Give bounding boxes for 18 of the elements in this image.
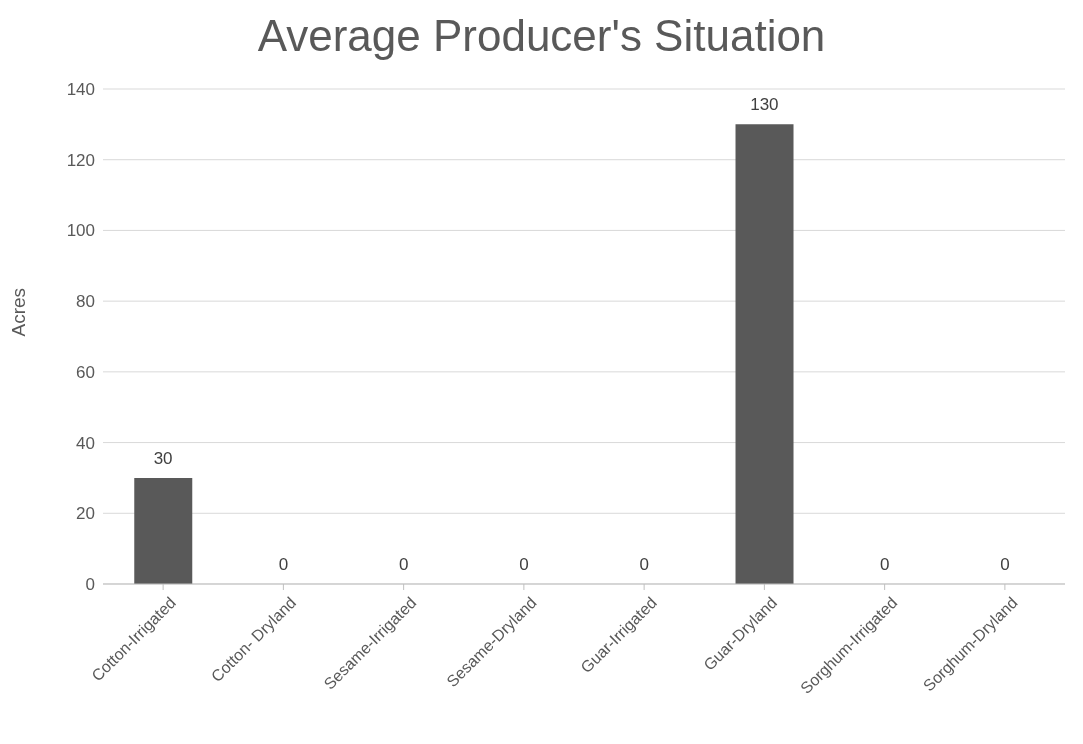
y-tick-label: 120 [66,150,95,170]
y-tick-label: 100 [66,221,95,241]
data-label: 0 [519,555,529,574]
y-tick-label: 20 [76,504,95,524]
data-label: 30 [153,448,173,468]
chart-title: Average Producer's Situation [256,10,827,62]
data-label: 0 [879,555,890,574]
y-tick-label: 40 [76,433,95,453]
data-label: 130 [750,95,779,115]
data-label: 0 [278,555,289,574]
y-tick-label: 60 [76,362,95,382]
data-label: 0 [1000,555,1010,574]
y-tick-label: 80 [76,292,95,312]
y-tick-label: 140 [66,80,95,100]
data-label: 0 [639,555,649,574]
y-tick-label: 0 [85,575,95,595]
data-label: 0 [398,555,409,574]
y-axis-title: Acres [7,287,29,337]
